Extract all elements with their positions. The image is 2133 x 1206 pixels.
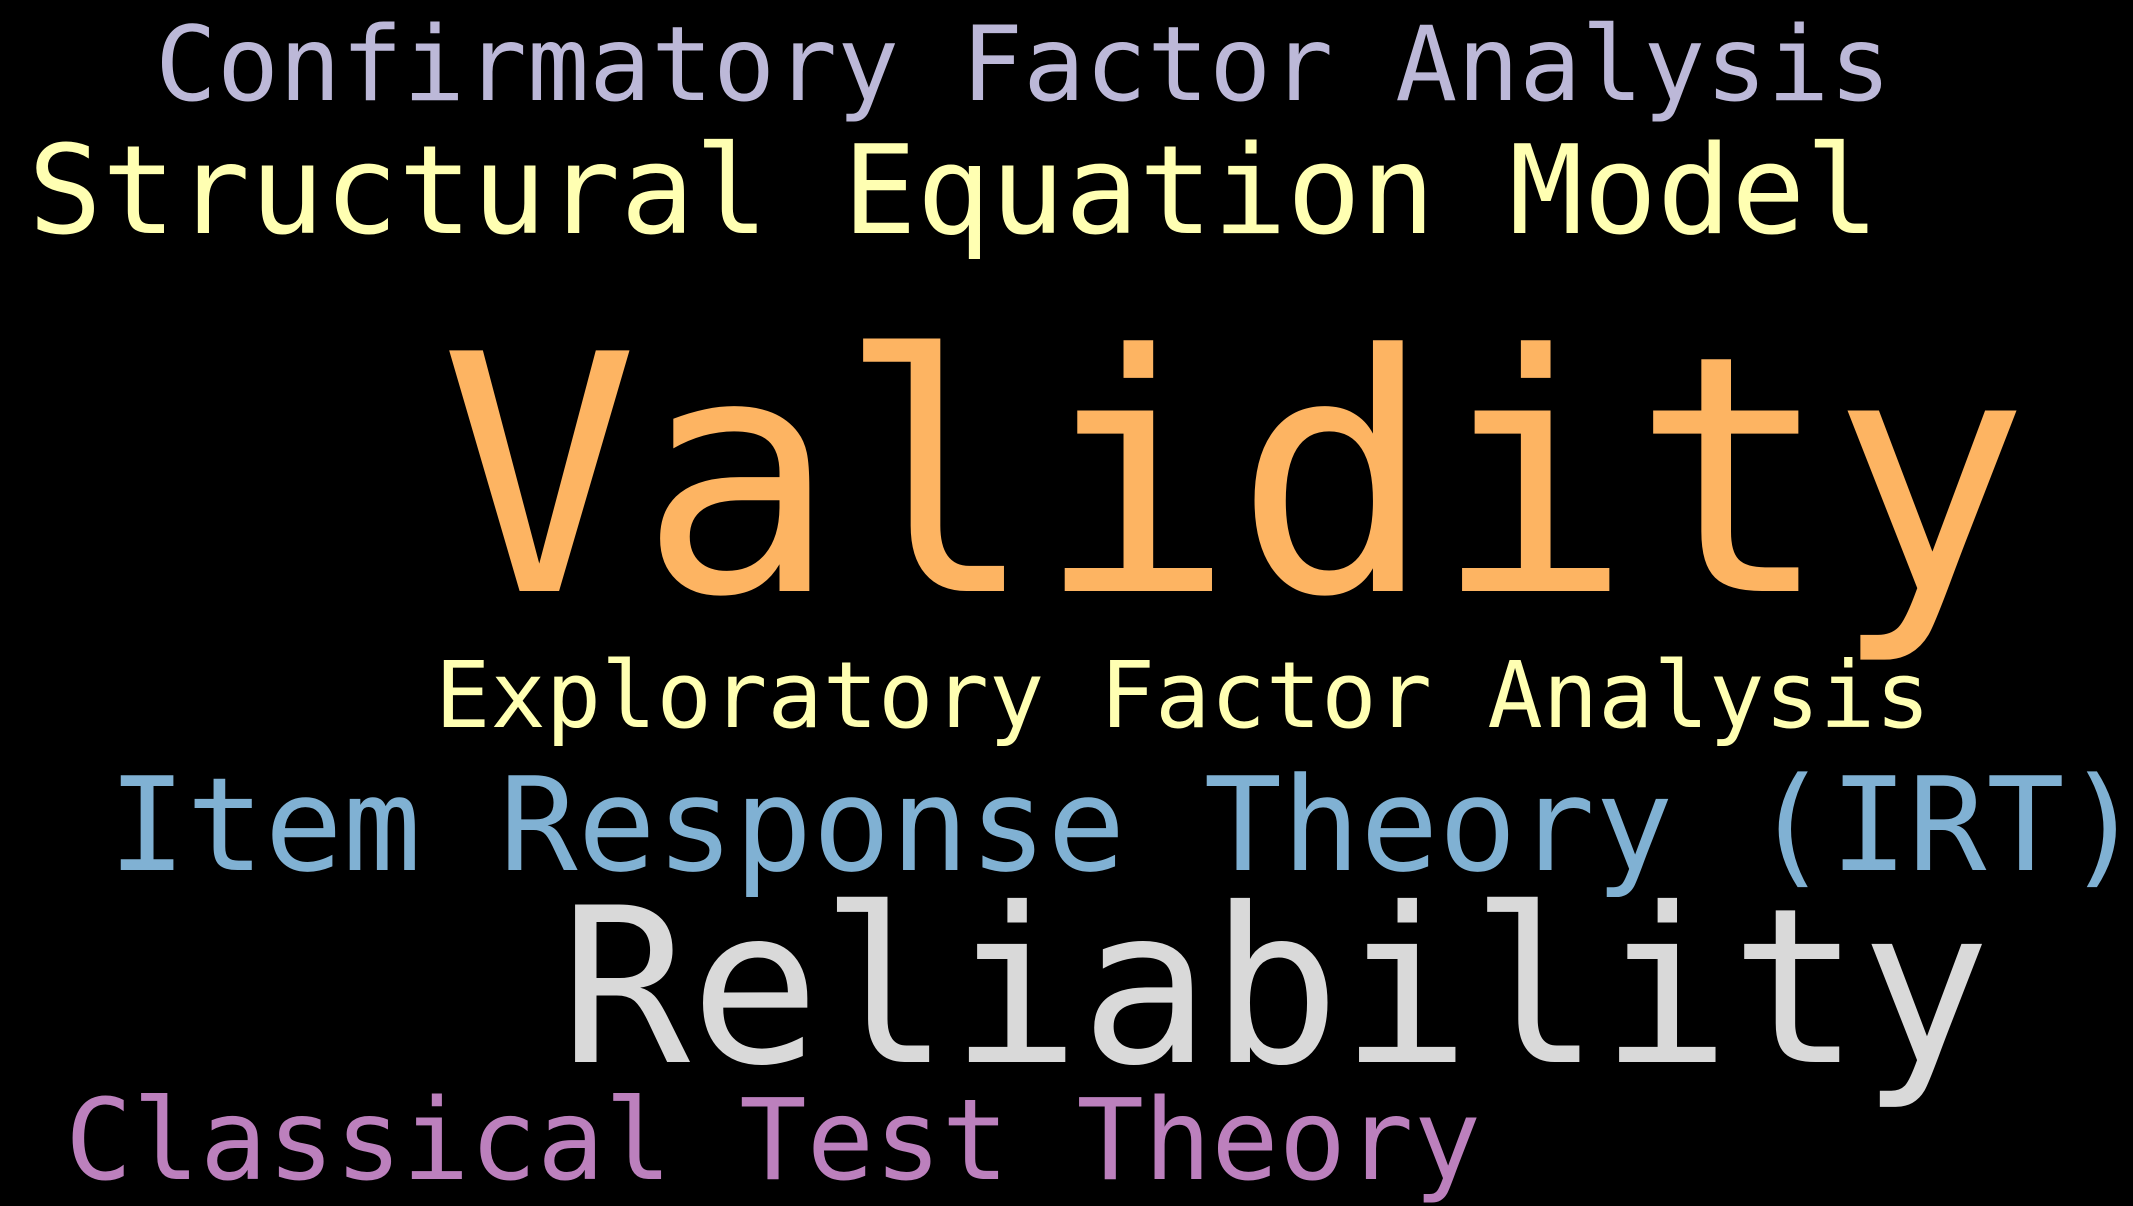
word-confirmatory-factor-analysis: Confirmatory Factor Analysis (155, 5, 1892, 125)
word-classical-test-theory: Classical Test Theory (65, 1076, 1482, 1206)
word-validity: Validity (440, 285, 2030, 669)
word-item-response-theory: Item Response Theory (IRT) (108, 749, 2133, 901)
word-structural-equation-model: Structural Equation Model (28, 120, 1880, 263)
word-reliability: Reliability (560, 862, 1991, 1113)
word-exploratory-factor-analysis: Exploratory Factor Analysis (435, 642, 1931, 749)
